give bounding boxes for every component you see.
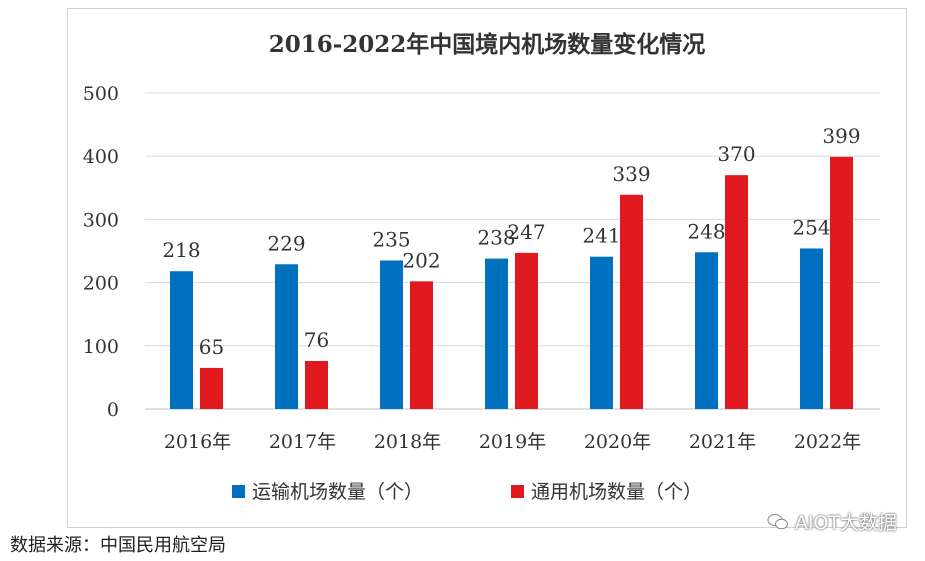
data-label: 238 xyxy=(477,226,515,250)
bars xyxy=(170,156,853,409)
data-label: 248 xyxy=(687,219,725,243)
data-label: 339 xyxy=(612,162,650,186)
data-label: 202 xyxy=(402,248,440,272)
legend-swatch xyxy=(232,485,245,498)
x-tick-label: 2020年 xyxy=(584,431,651,453)
data-label: 399 xyxy=(822,124,860,148)
x-tick-label: 2017年 xyxy=(269,431,336,453)
bar-transport-4 xyxy=(590,256,613,409)
bar-transport-2 xyxy=(380,260,403,409)
x-tick-label: 2019年 xyxy=(479,431,546,453)
watermark-text: AIOT大数据 xyxy=(794,512,897,534)
data-label: 229 xyxy=(267,231,305,255)
y-tick-label: 200 xyxy=(83,273,119,295)
data-label: 65 xyxy=(199,335,224,359)
y-tick-label: 400 xyxy=(83,146,119,168)
y-tick-label: 100 xyxy=(83,336,119,358)
bar-general-3 xyxy=(515,252,538,409)
y-tick-label: 500 xyxy=(83,83,119,105)
legend-label: 通用机场数量（个） xyxy=(531,481,702,503)
chart-title: 2016-2022年中国境内机场数量变化情况 xyxy=(269,31,706,58)
watermark: AIOT大数据 xyxy=(767,508,897,535)
wechat-icon xyxy=(767,513,788,529)
bar-general-5 xyxy=(725,175,748,409)
source-note: 数据来源：中国民用航空局 xyxy=(10,535,226,556)
y-axis-ticks: 0 100 200 300 400 500 xyxy=(83,83,119,421)
x-tick-label: 2016年 xyxy=(164,431,231,453)
legend-swatch xyxy=(511,485,524,498)
data-label: 254 xyxy=(792,215,830,239)
bar-general-6 xyxy=(830,156,853,409)
x-axis-ticks: 2016年 2017年 2018年 2019年 2020年 2021年 2022年 xyxy=(164,431,861,453)
data-label: 218 xyxy=(162,238,200,262)
data-label: 241 xyxy=(582,224,620,248)
bar-general-1 xyxy=(305,360,328,409)
gridlines xyxy=(145,92,880,410)
bar-general-0 xyxy=(200,367,223,409)
bar-transport-6 xyxy=(800,248,823,409)
x-tick-label: 2022年 xyxy=(794,431,861,453)
data-label: 370 xyxy=(717,142,755,166)
data-label: 247 xyxy=(507,220,545,244)
bar-transport-3 xyxy=(485,258,508,409)
y-tick-label: 300 xyxy=(83,209,119,231)
data-label: 235 xyxy=(372,227,410,251)
bar-general-2 xyxy=(410,281,433,409)
bar-transport-5 xyxy=(695,252,718,409)
x-tick-label: 2018年 xyxy=(374,431,441,453)
x-tick-label: 2021年 xyxy=(689,431,756,453)
bar-transport-1 xyxy=(275,264,298,409)
bar-transport-0 xyxy=(170,271,193,409)
y-tick-label: 0 xyxy=(107,399,119,421)
legend: 运输机场数量（个） 通用机场数量（个） xyxy=(232,481,702,503)
bar-general-4 xyxy=(620,194,643,409)
data-label: 76 xyxy=(304,328,329,352)
legend-label: 运输机场数量（个） xyxy=(252,481,423,503)
